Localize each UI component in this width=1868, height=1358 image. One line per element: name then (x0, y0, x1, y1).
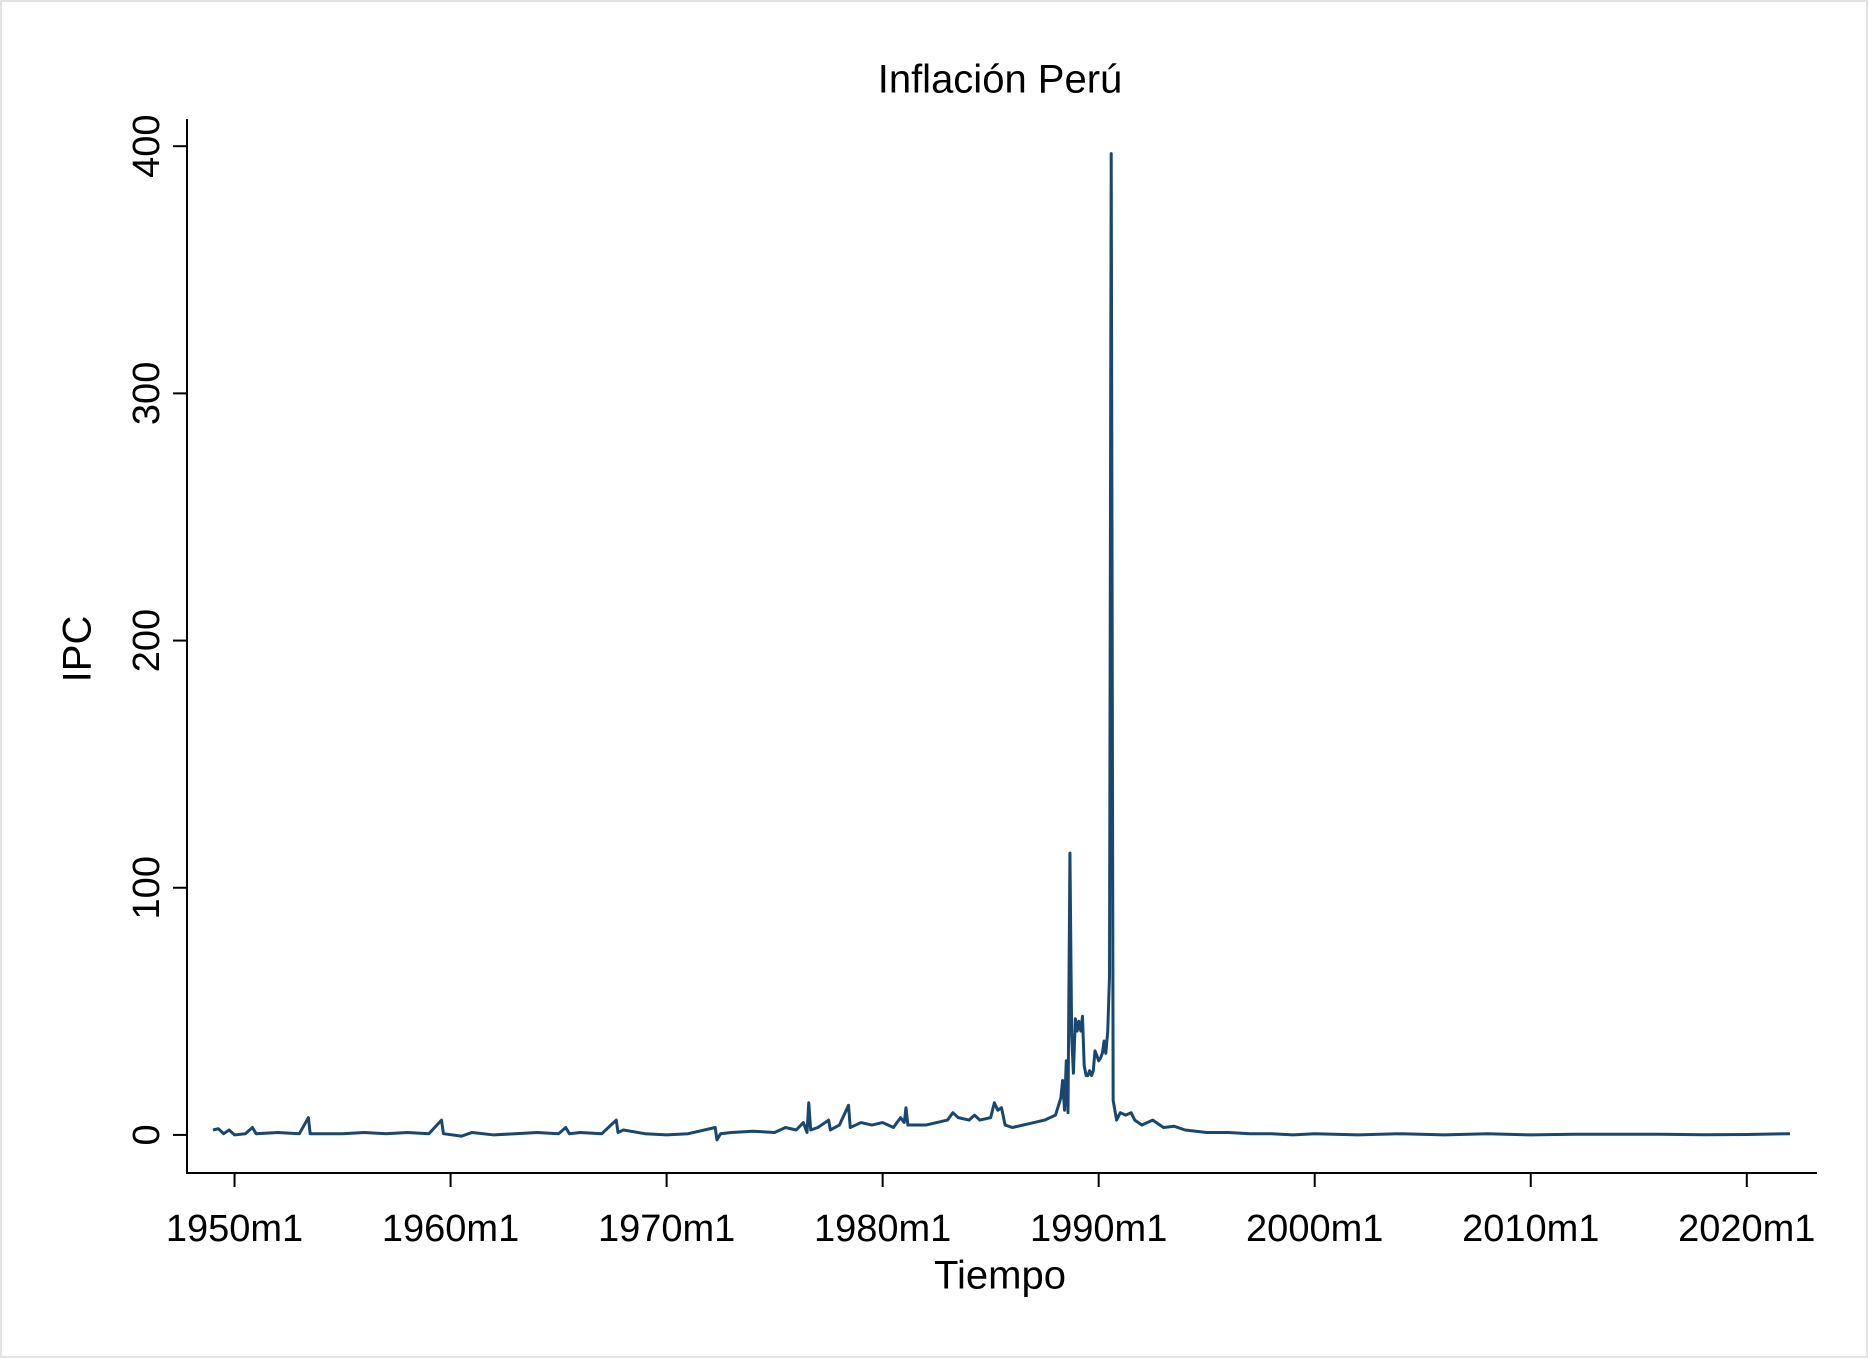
x-tick-label: 1990m1 (1030, 1208, 1167, 1250)
y-tick-label: 200 (126, 609, 168, 672)
y-tick-label: 100 (126, 856, 168, 919)
y-tick-label: 400 (126, 114, 168, 177)
y-tick-label: 0 (126, 1124, 168, 1145)
chart-title: Inflación Perú (878, 58, 1123, 102)
data-line (212, 152, 1791, 1142)
y-tick-label: 300 (126, 362, 168, 425)
x-tick-label: 1950m1 (166, 1208, 303, 1250)
x-tick-label: 1960m1 (382, 1208, 519, 1250)
x-axis-title: Tiempo (934, 1254, 1066, 1298)
x-tick-label: 2010m1 (1462, 1208, 1599, 1250)
y-axis-title: IPC (56, 616, 100, 683)
x-tick-label: 2020m1 (1678, 1208, 1815, 1250)
x-tick-label: 2000m1 (1246, 1208, 1383, 1250)
x-tick-label: 1980m1 (814, 1208, 951, 1250)
x-tick-label: 1970m1 (598, 1208, 735, 1250)
